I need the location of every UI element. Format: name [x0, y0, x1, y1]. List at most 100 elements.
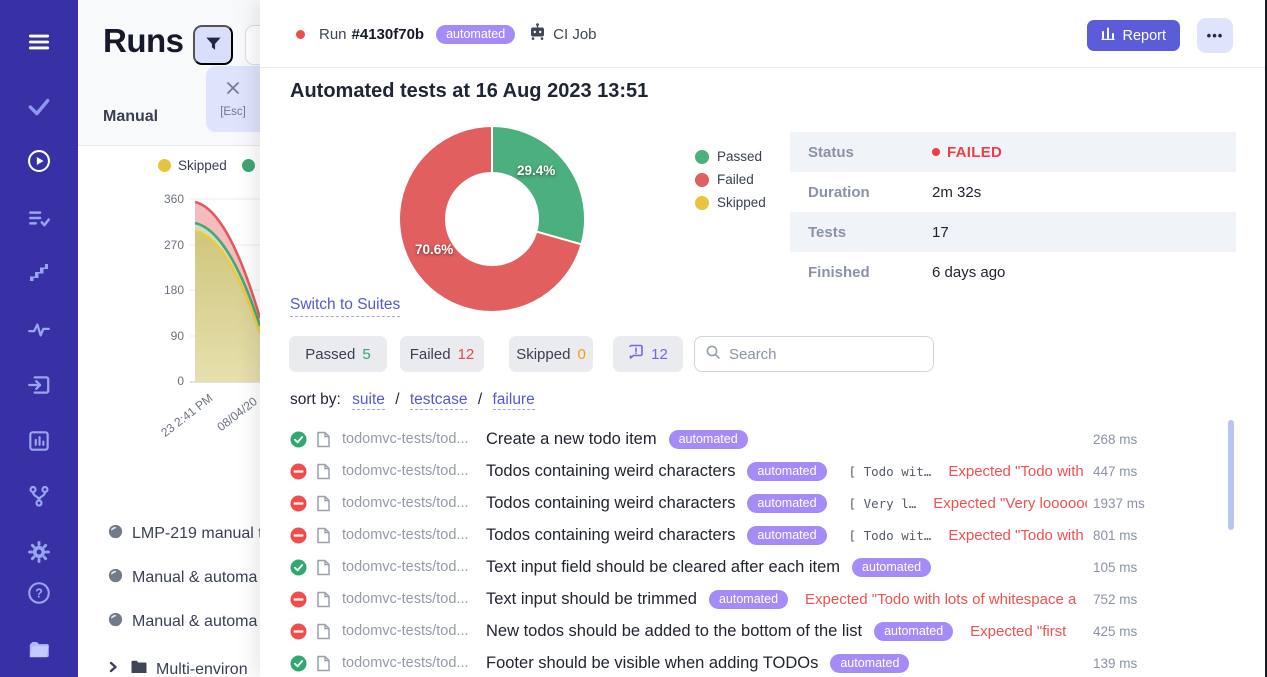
sign-in-icon[interactable] [26, 372, 52, 398]
automated-badge: automated [830, 653, 910, 673]
test-failed-icon [290, 527, 307, 544]
filter-passed-button[interactable]: Passed 5 [289, 336, 387, 372]
filter-comments-button[interactable]: 12 [613, 336, 683, 372]
test-passed-icon [290, 655, 307, 672]
switch-to-suites-link[interactable]: Switch to Suites [290, 296, 401, 317]
run-item-icon [108, 524, 123, 544]
tab-divider [78, 145, 260, 146]
passed-dot [695, 149, 709, 164]
trend-chart-legend: Skipped Passed [158, 158, 260, 173]
y-tick-90: 90 [170, 329, 184, 343]
filter-button[interactable] [193, 25, 233, 65]
test-error-message: Expected "Todo with u [948, 462, 1087, 480]
filter-skipped-button[interactable]: Skipped 0 [509, 336, 593, 372]
trend-area-chart [190, 198, 260, 383]
chevron-right-icon[interactable] [106, 660, 120, 677]
run-id: #4130f70b [351, 25, 425, 43]
test-title[interactable]: Todos containing weird characters [486, 461, 736, 480]
legend-label: Passed [717, 149, 763, 164]
automated-badge: automated [747, 493, 827, 513]
list-check-icon[interactable] [26, 205, 52, 231]
test-title[interactable]: Footer should be visible when adding TOD… [486, 653, 819, 672]
run-list-item[interactable]: Manual & automa [108, 568, 257, 588]
sort-by-testcase-link[interactable]: testcase [409, 391, 468, 410]
folder-icon [130, 659, 148, 677]
failed-count: 12 [457, 345, 475, 363]
file-icon [316, 623, 331, 640]
settings-icon[interactable] [26, 539, 52, 565]
steps-icon[interactable] [26, 260, 52, 286]
legend-item-passed: Passed [695, 145, 766, 168]
test-row[interactable]: todomvc-tests/tod... Create a new todo i… [260, 423, 1267, 455]
legend-item-failed: Failed [695, 168, 766, 191]
test-row[interactable]: todomvc-tests/tod... Todos containing we… [260, 487, 1267, 519]
y-tick-0: 0 [177, 374, 184, 388]
donut-failed-slice [398, 124, 583, 313]
test-title[interactable]: Text input field should be cleared after… [486, 557, 841, 576]
sort-by-failure-link[interactable]: failure [492, 391, 535, 410]
test-example-tag: [ Todo wit… [848, 527, 932, 543]
test-title[interactable]: Create a new todo item [486, 429, 657, 448]
tab-manual[interactable]: Manual [103, 108, 159, 125]
test-path: todomvc-tests/tod... [342, 591, 469, 607]
summary-row-status: Status FAILED [790, 132, 1236, 172]
test-failed-icon [290, 463, 307, 480]
test-title[interactable]: New todos should be added to the bottom … [486, 621, 863, 640]
more-actions-button[interactable]: ••• [1197, 18, 1233, 53]
test-passed-icon [290, 559, 307, 576]
menu-icon[interactable] [26, 29, 52, 55]
test-error-message: Expected "Very looooooo [933, 494, 1087, 512]
test-title[interactable]: Text input should be trimmed [486, 589, 697, 608]
test-title[interactable]: Todos containing weird characters [486, 525, 736, 544]
activity-icon[interactable] [26, 317, 52, 343]
sort-separator: / [395, 391, 400, 408]
sort-separator: / [477, 391, 483, 408]
automated-badge: automated [874, 621, 954, 641]
passed-pct-label: 29.4% [517, 163, 556, 178]
passed-count: 5 [362, 345, 371, 363]
file-icon [316, 527, 331, 544]
folder-tree-item[interactable]: Multi-environ [106, 659, 248, 677]
run-list-item[interactable]: Manual & automa [108, 612, 257, 632]
test-path: todomvc-tests/tod... [342, 463, 469, 479]
summary-row-finished: Finished 6 days ago [790, 252, 1236, 292]
automated-badge: automated [708, 589, 789, 609]
test-row[interactable]: todomvc-tests/tod... Text input field sh… [260, 551, 1267, 583]
automated-badge: automated [747, 461, 827, 481]
svg-text:?: ? [35, 587, 43, 601]
report-button[interactable]: Report [1087, 20, 1180, 51]
run-item-label: LMP-219 manual te [132, 525, 260, 542]
failed-pct-label: 70.6% [415, 242, 454, 257]
test-example-tag: [ Todo wit… [848, 463, 932, 479]
test-title[interactable]: Todos containing weird characters [486, 493, 736, 512]
help-circle-icon[interactable]: ? [26, 580, 52, 606]
y-tick-360: 360 [163, 192, 184, 206]
summary-label: Tests [808, 223, 847, 241]
run-list-item[interactable]: LMP-219 manual te [108, 524, 260, 544]
test-path: todomvc-tests/tod... [342, 655, 469, 671]
test-row[interactable]: todomvc-tests/tod... Footer should be vi… [260, 647, 1267, 677]
git-branch-icon[interactable] [26, 483, 52, 509]
check-icon[interactable] [26, 93, 52, 119]
modal-close-button[interactable]: [Esc] [206, 66, 260, 132]
runs-search-input[interactable] [245, 25, 260, 65]
run-title: Automated tests at 16 Aug 2023 13:51 [290, 80, 649, 102]
scrollbar-thumb[interactable] [1228, 420, 1234, 530]
filter-failed-button[interactable]: Failed 12 [400, 336, 484, 372]
play-circle-icon[interactable] [26, 148, 52, 174]
sort-by-suite-link[interactable]: suite [352, 391, 385, 410]
test-error-message: Expected "Todo with lots of whitespace a [805, 590, 1077, 608]
test-row[interactable]: todomvc-tests/tod... Todos containing we… [260, 519, 1267, 551]
summary-label: Duration [808, 183, 870, 201]
test-row[interactable]: todomvc-tests/tod... New todos should be… [260, 615, 1267, 647]
folder-icon[interactable] [26, 636, 52, 662]
test-row[interactable]: todomvc-tests/tod... Todos containing we… [260, 455, 1267, 487]
bar-chart-icon[interactable] [26, 428, 52, 454]
test-duration: 801 ms [1093, 527, 1138, 543]
test-row[interactable]: todomvc-tests/tod... Text input should b… [260, 583, 1267, 615]
funnel-icon [204, 34, 223, 56]
search-input[interactable] [729, 345, 928, 363]
test-search [694, 336, 934, 372]
y-tick-180: 180 [163, 283, 184, 297]
close-icon[interactable] [225, 80, 241, 101]
